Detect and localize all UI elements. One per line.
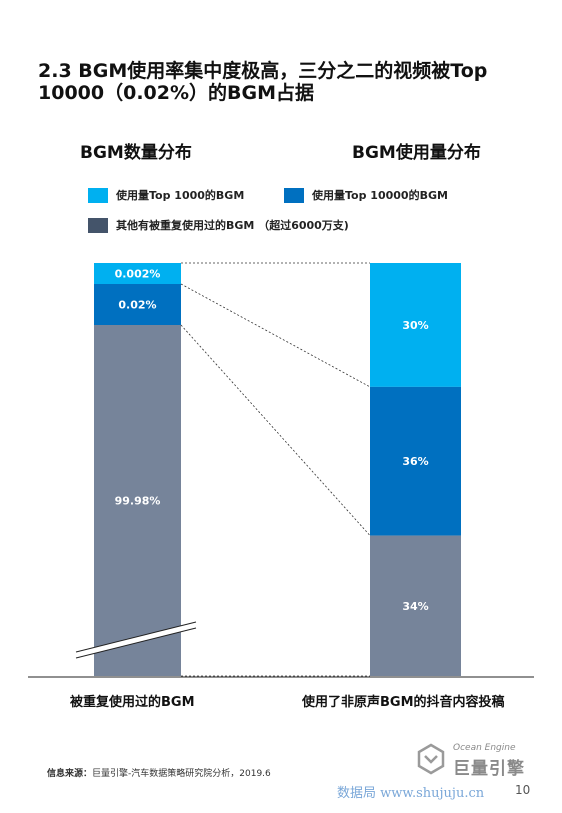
ocean-engine-logo: Ocean Engine 巨量引擎 — [413, 740, 538, 779]
connector-line-1 — [180, 283, 371, 388]
legend-swatch-others — [88, 217, 108, 233]
ocean-engine-logo-icon — [417, 743, 445, 775]
bar-segment-right-1 — [370, 386, 461, 536]
legend-label-top10000: 使用量Top 10000的BGM — [312, 189, 448, 202]
source-text: 巨量引擎-汽车数据策略研究院分析，2019.6 — [92, 769, 271, 779]
left-bar-category-label: 被重复使用过的BGM — [70, 695, 195, 710]
bar-segment-left-1 — [94, 284, 181, 325]
source-note: 信息来源：巨量引擎-汽车数据策略研究院分析，2019.6 — [47, 766, 271, 779]
legend-swatch-top10000 — [284, 187, 304, 203]
bar-segment-left-0 — [94, 263, 181, 284]
axis-break-line-1 — [75, 621, 197, 653]
legend-label-top1000: 使用量Top 1000的BGM — [116, 189, 245, 202]
page-number: 10 — [515, 783, 531, 797]
right-bar-category-label: 使用了非原声BGM的抖音内容投稿 — [302, 695, 505, 710]
legend-item-top10000: 使用量Top 10000的BGM — [284, 187, 448, 203]
source-prefix: 信息来源： — [47, 769, 93, 779]
watermark: 数据局 www.shujuju.cn — [337, 786, 485, 801]
axis-break-gap — [76, 622, 196, 658]
legend-item-others: 其他有被重复使用过的BGM （超过6000万支) — [88, 217, 349, 233]
data-label-right-2: 34% — [402, 600, 428, 613]
bar-segment-right-2 — [370, 535, 461, 676]
data-label-left-1: 0.02% — [118, 299, 156, 312]
data-label-left-2: 99.98% — [115, 495, 161, 508]
legend-label-others: 其他有被重复使用过的BGM （超过6000万支) — [116, 219, 349, 232]
right-chart-subtitle: BGM使用量分布 — [352, 143, 481, 163]
logo-chinese: 巨量引擎 — [453, 759, 525, 779]
axis-break-line-2 — [75, 627, 197, 659]
bar-segment-right-0 — [370, 263, 461, 387]
legend-swatch-top1000 — [88, 187, 108, 203]
left-chart-subtitle: BGM数量分布 — [80, 143, 192, 163]
data-label-left-0: 0.002% — [115, 268, 161, 281]
data-label-right-0: 30% — [402, 319, 428, 332]
legend-item-top1000: 使用量Top 1000的BGM — [88, 187, 244, 203]
logo-english: Ocean Engine — [453, 743, 516, 753]
data-label-right-1: 36% — [402, 455, 428, 468]
page-title: 2.3 BGM使用率集中度极高，三分之二的视频被Top 10000（0.02%）… — [38, 60, 488, 104]
bar-segment-left-2 — [94, 325, 181, 676]
connector-line-2 — [180, 324, 371, 536]
